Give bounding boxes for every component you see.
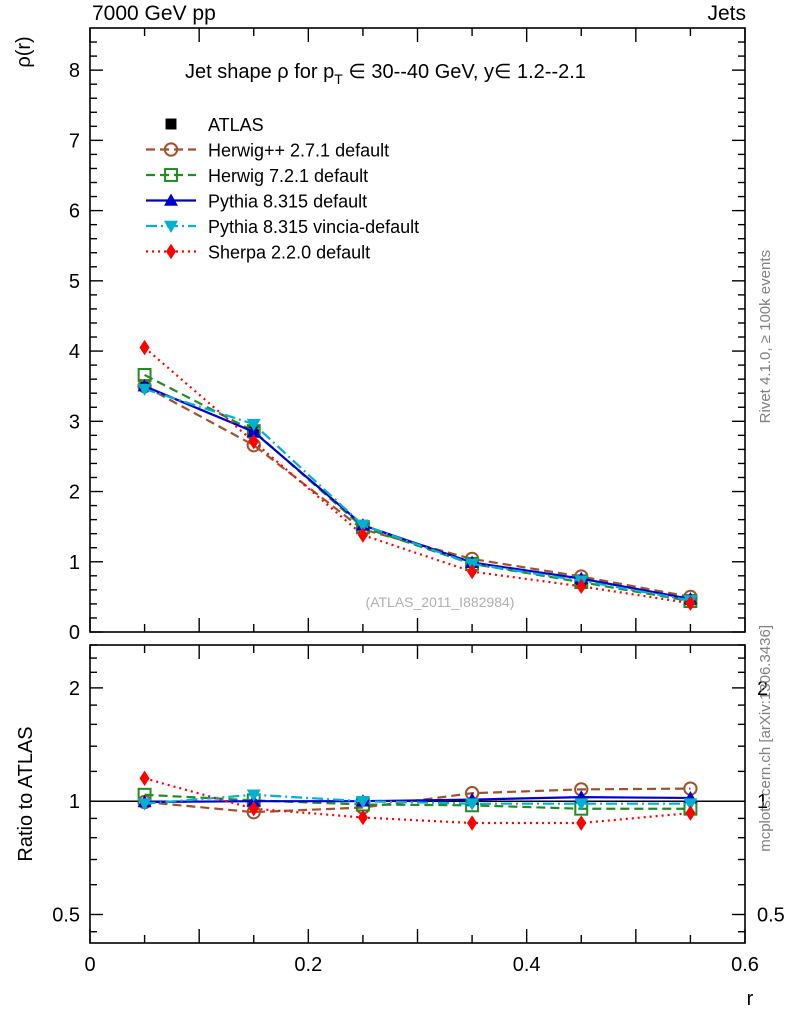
legend-marker (163, 142, 179, 157)
legend-marker (165, 243, 177, 260)
legend-marker (164, 193, 178, 206)
data-point-ratio (357, 809, 368, 826)
main-panel-frame (89, 27, 746, 633)
legend-label-3: Pythia 8.315 default (208, 192, 367, 212)
legend-label-5: Sherpa 2.2.0 default (208, 243, 370, 263)
ratio-y-tick-label: 2 (69, 678, 80, 700)
y-axis-tick-label: 0 (69, 622, 80, 644)
data-point-main (139, 339, 150, 356)
y-axis-tick-label: 2 (69, 482, 80, 504)
series-line-ratio (144, 793, 691, 805)
ratio-y-tick-label: 0.5 (52, 904, 80, 926)
ratio-axis-label: Ratio to ATLAS (15, 726, 37, 861)
ratio-y-tick-label-right: 0.5 (757, 904, 785, 926)
series-line-main (144, 387, 691, 602)
y-axis-tick-label: 8 (69, 60, 80, 82)
data-point-main (137, 383, 152, 396)
plot-title: Jet shape ρ for pT ∈ 30--40 GeV, y∈ 1.2-… (185, 61, 586, 87)
dataset-watermark: (ATLAS_2011_I882984) (366, 594, 515, 610)
data-point-ratio (685, 805, 696, 821)
ratio-y-tick-label: 1 (69, 791, 80, 813)
y-axis-tick-label: 4 (69, 341, 80, 363)
data-point-ratio (139, 770, 150, 787)
side-text-mcplots: mcplots.cern.ch [arXiv:1306.3436] (757, 625, 774, 852)
legend-label-0: ATLAS (208, 115, 264, 135)
data-point-main (685, 595, 696, 611)
y-axis-tick-label: 3 (69, 411, 80, 433)
series-line-main (144, 373, 691, 603)
legend-marker (164, 168, 178, 182)
series-line-ratio (144, 777, 691, 825)
data-point-ratio (355, 795, 370, 809)
legend-label-2: Herwig 7.2.1 default (208, 166, 368, 186)
series-line-ratio (144, 796, 691, 804)
legend-label-1: Herwig++ 2.7.1 default (208, 141, 389, 161)
legend-label-4: Pythia 8.315 vincia-default (208, 217, 419, 237)
data-point-ratio (246, 789, 261, 802)
ratio-panel-frame (89, 644, 746, 944)
ratio-y-tick-label-right: 2 (757, 678, 768, 700)
data-point-ratio (248, 801, 259, 817)
ratio-y-tick-label-right: 1 (757, 791, 768, 813)
data-point-main (576, 578, 587, 595)
legend-marker (164, 220, 178, 233)
legend-marker (165, 118, 177, 130)
y-axis-tick-label: 6 (69, 201, 80, 223)
series-line-ratio (144, 793, 691, 810)
y-axis-tick-label: 5 (69, 271, 80, 293)
y-axis-tick-label: 1 (69, 552, 80, 574)
data-point-main (355, 519, 370, 533)
series-line-main (143, 346, 691, 605)
x-axis-tick-label: 0.4 (513, 954, 541, 976)
data-point-main (357, 527, 368, 543)
x-axis-tick-label: 0 (84, 954, 95, 976)
series-line-main (144, 385, 691, 598)
data-point-ratio (574, 798, 589, 811)
side-text-rivet: Rivet 4.1.0, ≥ 100k events (757, 250, 774, 423)
y-axis-label: ρ(r) (13, 36, 35, 67)
data-point-main (248, 433, 259, 450)
data-point-main (467, 563, 478, 580)
data-point-ratio (467, 815, 478, 831)
data-point-ratio (576, 815, 587, 831)
x-axis-tick-label: 0.6 (731, 954, 759, 976)
data-point-main (246, 418, 261, 432)
data-point-ratio (683, 798, 698, 811)
data-point-ratio (465, 798, 480, 811)
data-point-ratio (137, 798, 152, 811)
x-axis-label: r (747, 988, 754, 1010)
x-axis-tick-label: 0.2 (294, 954, 322, 976)
y-axis-tick-label: 7 (69, 130, 80, 152)
